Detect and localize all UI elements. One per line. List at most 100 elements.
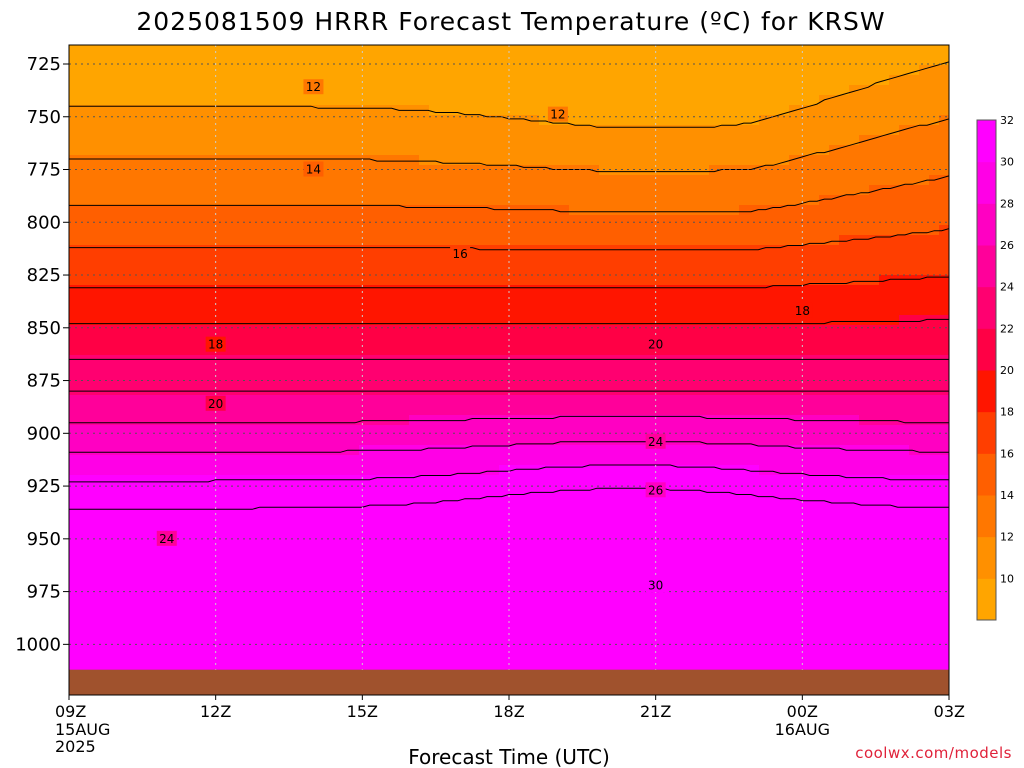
temperature-cell <box>139 215 150 226</box>
temperature-cell <box>299 315 310 326</box>
temperature-cell <box>559 305 570 316</box>
temperature-cell <box>729 455 740 466</box>
temperature-cell <box>599 295 610 306</box>
temperature-cell <box>589 185 600 196</box>
temperature-cell <box>409 465 420 476</box>
temperature-cell <box>619 575 630 586</box>
temperature-cell <box>679 585 690 596</box>
temperature-cell <box>389 455 400 466</box>
temperature-cell <box>239 505 250 516</box>
temperature-cell <box>149 635 160 646</box>
temperature-cell <box>419 565 430 576</box>
temperature-cell <box>179 405 190 416</box>
temperature-cell <box>659 225 670 236</box>
temperature-cell <box>129 95 140 106</box>
temperature-cell <box>279 475 290 486</box>
temperature-cell <box>679 625 690 636</box>
temperature-cell <box>429 625 440 636</box>
temperature-cell <box>539 365 550 376</box>
temperature-cell <box>179 45 190 56</box>
temperature-cell <box>219 245 230 256</box>
temperature-cell <box>789 655 800 666</box>
temperature-cell <box>709 435 720 446</box>
temperature-cell <box>369 145 380 156</box>
temperature-cell <box>99 625 110 636</box>
temperature-cell <box>609 65 620 76</box>
temperature-cell <box>679 555 690 566</box>
temperature-cell <box>319 85 330 96</box>
temperature-cell <box>89 165 100 176</box>
temperature-cell <box>559 275 570 286</box>
temperature-cell <box>429 605 440 616</box>
temperature-cell <box>99 45 110 56</box>
temperature-cell <box>649 315 660 326</box>
temperature-cell <box>269 555 280 566</box>
temperature-cell <box>729 495 740 506</box>
temperature-cell <box>119 255 130 266</box>
temperature-cell <box>719 295 730 306</box>
temperature-cell <box>289 505 300 516</box>
temperature-cell <box>809 545 820 556</box>
temperature-cell <box>269 265 280 276</box>
temperature-cell <box>819 585 830 596</box>
temperature-cell <box>539 395 550 406</box>
temperature-cell <box>289 635 300 646</box>
temperature-cell <box>379 465 390 476</box>
temperature-cell <box>629 75 640 86</box>
temperature-cell <box>789 75 800 86</box>
temperature-cell <box>719 535 730 546</box>
temperature-cell <box>169 325 180 336</box>
temperature-cell <box>649 45 660 56</box>
temperature-cell <box>699 375 710 386</box>
temperature-cell <box>659 595 670 606</box>
temperature-cell <box>829 565 840 576</box>
temperature-cell <box>429 105 440 116</box>
temperature-cell <box>309 185 320 196</box>
temperature-cell <box>369 125 380 136</box>
temperature-cell <box>769 165 780 176</box>
temperature-cell <box>89 635 100 646</box>
temperature-cell <box>509 185 520 196</box>
temperature-cell <box>669 325 680 336</box>
temperature-cell <box>129 455 140 466</box>
temperature-cell <box>129 345 140 356</box>
temperature-cell <box>479 425 490 436</box>
temperature-cell <box>439 515 450 526</box>
temperature-cell <box>219 155 230 166</box>
temperature-cell <box>279 565 290 576</box>
temperature-cell <box>129 105 140 116</box>
temperature-cell <box>519 595 530 606</box>
temperature-cell <box>69 365 80 376</box>
temperature-cell <box>539 335 550 346</box>
temperature-cell <box>579 555 590 566</box>
temperature-cell <box>299 215 310 226</box>
temperature-cell <box>469 525 480 536</box>
temperature-cell <box>319 45 330 56</box>
temperature-cell <box>369 645 380 656</box>
temperature-cell <box>219 625 230 636</box>
temperature-cell <box>89 105 100 116</box>
temperature-cell <box>559 475 570 486</box>
temperature-cell <box>169 565 180 576</box>
temperature-cell <box>459 405 470 416</box>
temperature-cell <box>279 405 290 416</box>
temperature-cell <box>219 555 230 566</box>
temperature-cell <box>619 655 630 666</box>
temperature-cell <box>709 215 720 226</box>
temperature-cell <box>689 125 700 136</box>
temperature-cell <box>709 525 720 536</box>
temperature-cell <box>629 515 640 526</box>
temperature-cell <box>89 345 100 356</box>
temperature-cell <box>589 405 600 416</box>
temperature-cell <box>589 235 600 246</box>
temperature-cell <box>229 225 240 236</box>
temperature-cell <box>609 345 620 356</box>
temperature-cell <box>619 155 630 166</box>
temperature-cell <box>359 535 370 546</box>
temperature-cell <box>559 585 570 596</box>
temperature-cell <box>99 525 110 536</box>
temperature-cell <box>779 295 790 306</box>
temperature-cell <box>619 295 630 306</box>
temperature-cell <box>239 395 250 406</box>
temperature-cell <box>469 125 480 136</box>
